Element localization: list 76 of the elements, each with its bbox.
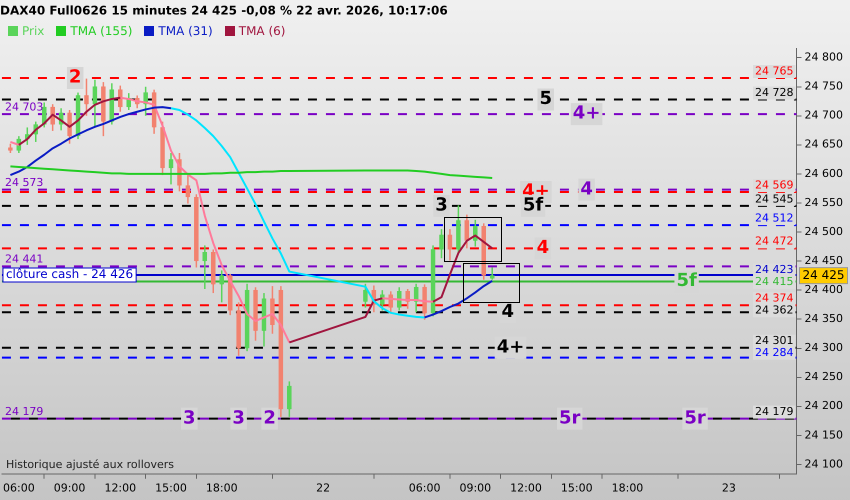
y-tick-label: 24 450 <box>804 254 844 267</box>
y-tick-label: 24 600 <box>804 166 844 180</box>
text: 24 425 <box>802 268 845 282</box>
candlestick <box>168 152 174 186</box>
candlestick <box>448 228 452 262</box>
ref-line-label: clôture cash - 24 426 <box>6 267 134 282</box>
x-tick-label: 18:00 <box>612 481 644 494</box>
x-tick-label: 15:00 <box>155 481 187 494</box>
ref-line-label: 24 179 <box>755 404 794 418</box>
annotation: 4 <box>536 236 550 258</box>
text: TMA (155) <box>70 24 132 38</box>
y-tick-label: 24 300 <box>804 341 844 354</box>
text: TMA (6) <box>238 24 286 38</box>
ref-line-label: 24 362 <box>755 304 794 317</box>
candlestick <box>186 174 190 204</box>
x-tick-label: 06:00 <box>3 481 35 494</box>
candlestick <box>84 78 89 117</box>
annotation: 2 <box>263 407 276 428</box>
y-tick-label: 24 100 <box>804 457 844 470</box>
annotation: Historique ajusté aux rollovers <box>6 458 174 472</box>
ref-line-label: 24 284 <box>755 346 794 360</box>
annotation: 24 179 <box>4 404 44 418</box>
y-tick-label: 24 800 <box>804 50 844 64</box>
y-tick-label: 24 200 <box>804 399 844 412</box>
annotation: 4+ <box>496 336 524 358</box>
annotation: 5r <box>684 407 706 428</box>
y-tick-label: 24 400 <box>804 283 844 296</box>
text: TMA (31) <box>158 24 213 38</box>
x-tick-label: 09:00 <box>54 481 86 494</box>
candlestick <box>67 109 72 144</box>
ref-line-label: 24 569 <box>755 178 794 192</box>
y-tick-label: 24 350 <box>804 312 844 326</box>
annotation: 5 <box>539 88 552 110</box>
ref-line-label: 24 765 <box>755 64 794 78</box>
chart-title: DAX40 Full0626 15 minutes 24 425 -0,08 % 22 avr. 2026, 10:17:06 <box>0 3 448 18</box>
ref-line-label: 24 545 <box>755 192 794 206</box>
annotation: 5f <box>676 270 697 292</box>
x-tick-label: 23 <box>722 481 736 494</box>
y-tick-label: 24 650 <box>804 138 844 151</box>
y-tick-label: 24 500 <box>804 224 844 238</box>
ref-line-label: 24 472 <box>755 234 794 248</box>
annotation: 5r <box>558 407 581 428</box>
annotation: 24 415 <box>755 275 794 288</box>
candlestick <box>202 244 208 290</box>
text: Prix <box>22 24 44 38</box>
candlestick <box>363 283 368 308</box>
annotation: 24 441 <box>4 252 44 266</box>
candlestick <box>92 79 98 128</box>
y-tick-label: 24 750 <box>804 80 844 93</box>
annotation: 2 <box>68 66 82 88</box>
annotation: 24 703 <box>4 100 44 114</box>
candlestick <box>439 228 444 259</box>
y-tick-label: 24 550 <box>804 196 844 209</box>
x-tick-label: 09:00 <box>459 481 492 494</box>
x-tick-label: 15:00 <box>560 481 593 494</box>
x-tick-label: 12:00 <box>510 481 542 494</box>
y-tick-label: 24 250 <box>804 370 844 384</box>
annotation: 3 <box>435 194 448 216</box>
annotation: 24 573 <box>4 176 44 189</box>
annotation: 4 <box>501 300 514 322</box>
annotation: 24 423 <box>755 263 794 276</box>
annotation: 4+ <box>572 102 600 124</box>
ref-line-label: 24 374 <box>755 292 794 305</box>
ref-line-label: 24 301 <box>755 334 794 348</box>
x-tick-label: 18:00 <box>206 481 238 494</box>
annotation: 3 <box>183 407 196 428</box>
annotation: 4 <box>580 178 593 200</box>
y-tick-label: 24 150 <box>804 428 844 442</box>
x-tick-label: 22 <box>316 481 330 494</box>
y-tick-label: 24 700 <box>804 108 844 122</box>
candlestick <box>287 380 292 418</box>
x-tick-label: 12:00 <box>104 481 136 494</box>
annotation: 3 <box>232 407 245 428</box>
ref-line-label: 24 512 <box>755 211 794 224</box>
ref-line-label: 24 728 <box>755 86 794 99</box>
x-tick-label: 06:00 <box>408 481 440 494</box>
